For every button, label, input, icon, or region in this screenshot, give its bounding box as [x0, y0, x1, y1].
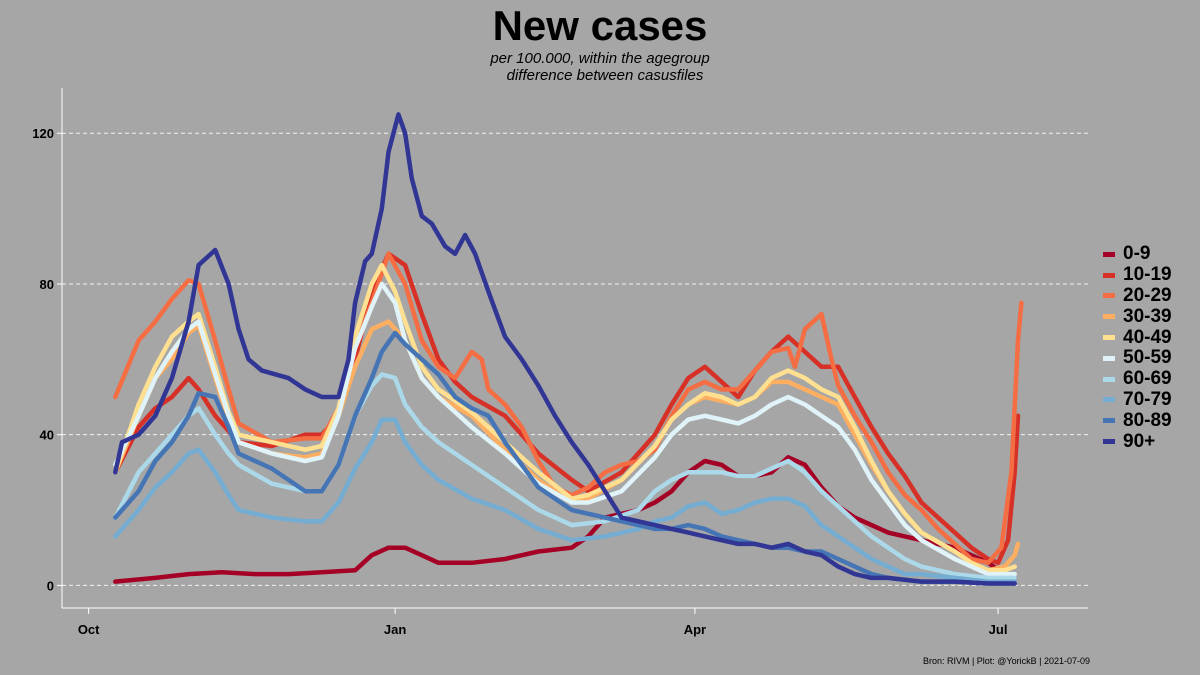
- series-line-20-29: [113, 251, 1024, 566]
- y-tick-label: 40: [40, 428, 54, 443]
- series-line-70-79: [113, 417, 1017, 584]
- y-tick-label: 120: [32, 126, 54, 141]
- legend-item-10-19: 10-19: [1103, 264, 1172, 286]
- x-tick-label: Jul: [989, 622, 1008, 637]
- series-line-50-59: [113, 281, 1017, 577]
- legend-swatch: [1103, 418, 1115, 424]
- subtitle-line-2: difference between casusfiles: [506, 67, 704, 84]
- series-line-80-89: [113, 330, 1017, 586]
- legend-label: 10-19: [1123, 264, 1172, 286]
- legend-label: 0-9: [1123, 243, 1151, 265]
- series-lines: [113, 112, 1024, 586]
- legend-swatch: [1103, 251, 1115, 257]
- legend-item-20-29: 20-29: [1103, 285, 1172, 307]
- legend-swatch: [1103, 355, 1115, 361]
- legend-label: 80-89: [1123, 409, 1172, 431]
- grid-lines: [62, 132, 1088, 586]
- series-line-0-9: [113, 455, 1017, 584]
- y-tick-label: 80: [40, 277, 54, 292]
- x-tick-label: Apr: [684, 622, 706, 637]
- legend-item-90plus: 90+: [1103, 431, 1172, 452]
- y-tick-label: 0: [47, 578, 54, 593]
- series-line-40-49: [113, 262, 1017, 573]
- legend-swatch: [1103, 293, 1115, 299]
- chart-subtitle: per 100.000, within the agegroup differe…: [0, 50, 1200, 84]
- x-tick-label: Jan: [384, 622, 406, 637]
- series-line-90plus: [113, 112, 1017, 586]
- legend-swatch: [1103, 376, 1115, 382]
- legend-item-40-49: 40-49: [1103, 327, 1172, 348]
- axes: 0 40 80 120 Oct Jan Apr Jul: [32, 88, 1088, 637]
- legend-label: 20-29: [1123, 285, 1172, 306]
- legend-label: 60-69: [1123, 368, 1172, 390]
- legend-label: 70-79: [1123, 388, 1172, 410]
- legend-item-70-79: 70-79: [1103, 388, 1172, 411]
- legend-label: 50-59: [1123, 347, 1172, 369]
- legend-label: 90+: [1123, 430, 1156, 452]
- source-caption: Bron: RIVM | Plot: @YorickB | 2021-07-09: [922, 656, 1090, 666]
- legend-item-30-39: 30-39: [1103, 306, 1172, 327]
- legend-swatch: [1103, 314, 1115, 320]
- legend-swatch: [1103, 335, 1115, 341]
- legend-item-50-59: 50-59: [1103, 347, 1172, 369]
- legend-swatch: [1103, 439, 1115, 445]
- legend-item-80-89: 80-89: [1103, 410, 1172, 431]
- series-line-60-69: [113, 372, 1017, 581]
- legend-label: 40-49: [1123, 326, 1172, 348]
- chart-title: New cases: [492, 2, 708, 49]
- legend-item-0-9: 0-9: [1103, 243, 1172, 265]
- legend-label: 30-39: [1123, 305, 1172, 327]
- subtitle-line-1: per 100.000, within the agegroup: [490, 50, 710, 67]
- legend-swatch: [1103, 272, 1115, 278]
- legend-swatch: [1103, 397, 1115, 403]
- x-tick-label: Oct: [78, 622, 100, 637]
- series-line-10-19: [113, 251, 1021, 566]
- legend-item-60-69: 60-69: [1103, 368, 1172, 390]
- legend: 0-9 10-19 20-29 30-39 40-49 50-59 60-69 70-79 80…: [1103, 243, 1172, 452]
